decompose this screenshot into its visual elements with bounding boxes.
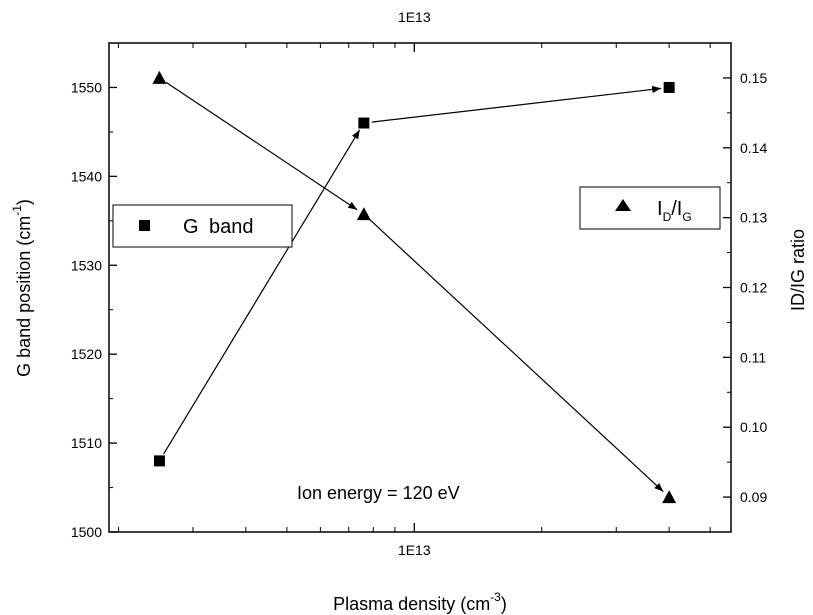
id-ig-point xyxy=(152,70,167,84)
y-left-axis-title: G band position (cm-1) xyxy=(10,199,34,377)
legend-right-box xyxy=(579,186,721,230)
legend-right-label-slash: /I xyxy=(671,198,682,220)
y-left-axis-title-close: ) xyxy=(14,199,34,205)
y-left-tick-label: 1550 xyxy=(71,79,102,95)
series-arrows-group xyxy=(163,81,664,493)
y-left-axis-title-main: G band position (cm xyxy=(14,216,34,377)
data-marks-group xyxy=(152,70,677,504)
id-ig-arrow xyxy=(165,81,358,211)
id-ig-point xyxy=(356,207,371,221)
g-band-point xyxy=(153,455,165,467)
y-right-tick-label: 0.09 xyxy=(740,489,767,505)
g-band-point xyxy=(358,117,370,129)
g-band-arrow xyxy=(371,85,662,123)
y-right-tick-label: 0.10 xyxy=(740,419,767,435)
g-band-point xyxy=(663,81,675,93)
legend-left-label-2: band xyxy=(209,216,254,238)
y-left-tick-label: 1520 xyxy=(71,346,102,362)
legend-right: ID/IG xyxy=(579,186,721,230)
legend-right-label-sub1: D xyxy=(663,210,672,224)
y-right-axis-title: ID/IG ratio xyxy=(788,229,808,311)
x-axis-title-sup: -3 xyxy=(490,590,501,604)
y-left-tick-label: 1510 xyxy=(71,435,102,451)
legend-triangle-marker xyxy=(615,199,631,211)
ion-energy-annotation: Ion energy = 120 eV xyxy=(297,483,460,503)
legend-right-label: ID/IG xyxy=(657,198,692,224)
id-ig-arrow xyxy=(369,219,664,493)
legend-right-label-sub2: G xyxy=(682,210,691,224)
legend-left-label-1: G xyxy=(183,216,199,238)
g-band-arrow xyxy=(163,129,361,455)
tick-labels-group: 1500 1510 1520 1530 1540 1550 0.09 0.10 0.11 0.12… xyxy=(71,70,768,558)
x-top-tick-label: 1E13 xyxy=(398,9,431,25)
ticks-group xyxy=(109,43,731,533)
legend-square-marker xyxy=(139,220,150,231)
y-right-tick-label: 0.11 xyxy=(740,349,766,365)
y-right-tick-label: 0.14 xyxy=(740,140,767,156)
x-bottom-tick-label: 1E13 xyxy=(398,542,431,558)
y-left-tick-label: 1500 xyxy=(71,524,102,540)
y-left-axis-title-sup: -1 xyxy=(10,205,24,216)
legend-left: G band xyxy=(112,204,293,248)
y-right-tick-label: 0.13 xyxy=(740,210,767,226)
y-right-tick-label: 0.15 xyxy=(740,70,767,86)
legend-right-label-main: I xyxy=(657,198,663,220)
x-axis-title-close: ) xyxy=(501,594,507,614)
y-left-tick-label: 1530 xyxy=(71,257,102,273)
x-axis-title: Plasma density (cm-3) xyxy=(333,590,507,614)
x-axis-title-main: Plasma density (cm xyxy=(333,594,490,614)
y-left-tick-label: 1540 xyxy=(71,168,102,184)
id-ig-point xyxy=(662,490,677,504)
y-right-tick-label: 0.12 xyxy=(740,280,767,296)
